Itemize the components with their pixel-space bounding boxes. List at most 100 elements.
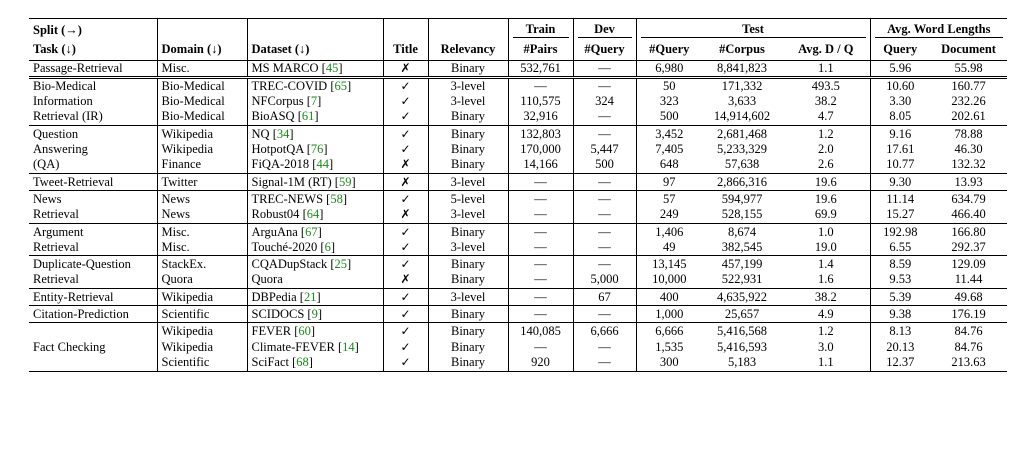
task-label: Duplicate-Question [33, 257, 131, 272]
dev-query-header: #Query [573, 40, 637, 61]
train-header: Train [512, 22, 569, 39]
task-label: Entity-Retrieval [33, 289, 114, 304]
dataset-cell: NQ [34] [247, 124, 384, 143]
task-label: Retrieval (IR) [33, 109, 103, 124]
train-pairs-cell: — [508, 207, 574, 224]
test-query-cell: 49 [663, 239, 676, 254]
avg-dq-cell: 38.2 [782, 287, 871, 306]
citation-link[interactable]: 58 [330, 191, 343, 206]
document-length-cell: 634.79 [930, 189, 1008, 208]
citation-link[interactable]: 7 [310, 94, 318, 109]
citation-link[interactable]: 14 [342, 339, 355, 354]
test-query-cell: 249 [659, 207, 679, 222]
relevancy-cell: 3-level [428, 287, 509, 306]
test-query-cell: 7,405 [655, 142, 684, 157]
citation-link[interactable]: 45 [325, 60, 339, 75]
task-cell [29, 322, 158, 340]
title-mark: ✓ [383, 287, 429, 306]
test-query-cell: 50 [636, 75, 702, 95]
dataset-name: Robust04 [251, 207, 300, 222]
task-cell: Information [29, 94, 158, 110]
table-row: Bio-Medical Bio-Medical TREC-COVID [65] ✓ 3-… [29, 75, 1008, 95]
domain-cell: Scientific [157, 305, 248, 323]
task-cell: Passage-Retrieval [29, 60, 158, 78]
dataset-cell: HotpotQA [76] [247, 142, 384, 158]
corpus-header: #Corpus [702, 40, 782, 61]
domain-cell: Bio-Medical [157, 109, 248, 126]
title-mark: ✓ [383, 109, 429, 126]
query-length-cell: 6.55 [889, 239, 912, 254]
dataset-name: FiQA-2018 [251, 157, 310, 172]
dev-query-cell: — [573, 305, 637, 323]
citation-link[interactable]: 34 [276, 126, 290, 141]
citation-link[interactable]: 60 [298, 324, 311, 339]
query-length-cell: 8.13 [870, 322, 931, 340]
dataset-cell: Signal-1M (RT) [59] [247, 172, 384, 191]
citation-link[interactable]: 67 [305, 224, 318, 239]
train-pairs-cell: 32,916 [508, 109, 574, 126]
citation-link[interactable]: 76 [310, 142, 324, 157]
dev-header: Dev [577, 22, 632, 39]
document-length-cell: 13.93 [930, 172, 1008, 191]
avg-dq-cell: 3.0 [782, 339, 871, 355]
citation-link[interactable]: 64 [306, 207, 320, 222]
table-row: Retrieval News Robust04 [64] ✗ 3-level — —249 5… [29, 207, 1007, 224]
dataset-cell: SCIDOCS [9] [247, 305, 384, 323]
corpus-cell: 5,416,593 [717, 339, 767, 354]
title-mark: ✓ [383, 222, 429, 240]
document-length-cell: 202.61 [951, 109, 986, 124]
citation-link[interactable]: 65 [334, 78, 348, 93]
dataset-name: TREC-COVID [251, 78, 328, 93]
train-pairs-cell: — [508, 222, 574, 240]
split-header: Split (→) [29, 18, 158, 41]
task-label: Bio-Medical [33, 78, 97, 93]
corpus-cell: 8,674 [702, 222, 782, 240]
relevancy-cell: Binary [428, 354, 509, 373]
dev-query-cell: 6,666 [573, 322, 637, 340]
task-label: Fact Checking [33, 339, 106, 354]
citation-link[interactable]: 21 [303, 289, 317, 304]
document-length-cell: 292.37 [951, 239, 986, 254]
dataset-name: NQ [251, 126, 270, 141]
relevancy-cell: Binary [428, 305, 509, 323]
citation-link[interactable]: 25 [334, 257, 348, 272]
dataset-header: Dataset (↓) [247, 40, 384, 61]
citation-link[interactable]: 6 [324, 239, 331, 254]
query-length-cell: 5.39 [870, 287, 931, 306]
title-mark: ✓ [383, 124, 429, 143]
domain-cell: Wikipedia [157, 322, 248, 340]
dataset-cell: FEVER [60] [247, 322, 384, 340]
test-query-cell: 300 [636, 354, 702, 373]
query-length-cell: 9.53 [889, 272, 912, 287]
citation-link[interactable]: 61 [301, 109, 315, 124]
train-pairs-cell: 532,761 [508, 60, 574, 78]
title-mark: ✓ [383, 239, 429, 256]
citation-link[interactable]: 9 [311, 307, 318, 322]
query-length-cell: 5.96 [889, 60, 912, 75]
table-row: Tweet-Retrieval Twitter Signal-1M (RT) [59… [29, 172, 1008, 191]
domain-cell: Wikipedia [157, 124, 248, 143]
task-label: Tweet-Retrieval [33, 174, 114, 189]
domain-cell: Wikipedia [157, 142, 248, 158]
relevancy-cell: 3-level [428, 75, 509, 95]
dev-query-cell: — [573, 75, 637, 95]
train-pairs-cell: — [508, 255, 574, 273]
train-pairs-cell: — [508, 305, 574, 323]
relevancy-cell: 3-level [428, 207, 509, 224]
task-label: Answering [33, 142, 88, 157]
dev-query-cell: — [573, 222, 637, 240]
relevancy-cell: 3-level [428, 172, 509, 191]
dataset-name: Climate-FEVER [251, 339, 335, 354]
citation-link[interactable]: 44 [316, 157, 329, 172]
avg-dq-cell: 1.0 [782, 222, 871, 240]
dev-query-cell: 67 [573, 287, 637, 306]
domain-cell: Quora [157, 272, 248, 289]
relevancy-header: Relevancy [428, 40, 509, 61]
query-length-cell: 192.98 [870, 222, 931, 240]
citation-link[interactable]: 68 [296, 354, 309, 369]
table-row: Fact Checking Wikipedia Climate-FEVER [14]… [29, 339, 1007, 355]
corpus-cell: 5,233,329 [717, 142, 767, 157]
citation-link[interactable]: 59 [338, 174, 352, 189]
dataset-name: Signal-1M (RT) [251, 174, 332, 189]
table-row: Citation-Prediction Scientific SCIDOCS [9]… [29, 305, 1008, 323]
